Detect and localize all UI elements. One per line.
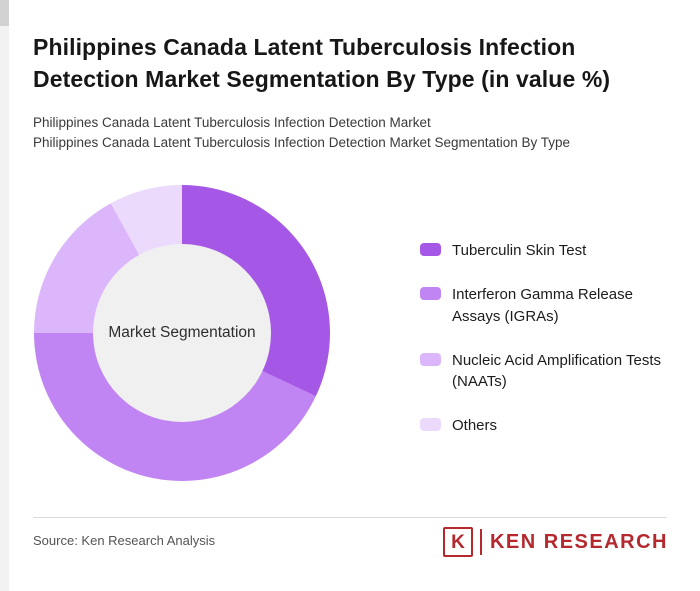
subtitle-block: Philippines Canada Latent Tuberculosis I… <box>33 113 570 154</box>
logo-divider-bar <box>479 529 482 555</box>
page-title: Philippines Canada Latent Tuberculosis I… <box>33 34 611 92</box>
left-edge-strip-cap <box>0 0 9 26</box>
footer-divider <box>33 517 667 518</box>
donut-chart: Market Segmentation <box>34 185 330 481</box>
legend-swatch <box>420 287 441 301</box>
legend-item: Tuberculin Skin Test <box>420 240 680 261</box>
donut-center-label: Market Segmentation <box>108 324 256 341</box>
left-edge-strip <box>0 0 9 591</box>
legend-swatch <box>420 352 441 366</box>
logo-k-box: K <box>442 527 473 557</box>
subtitle-line-1: Philippines Canada Latent Tuberculosis I… <box>33 115 431 130</box>
source-text: Source: Ken Research Analysis <box>33 533 216 548</box>
subtitle-line-2: Philippines Canada Latent Tuberculosis I… <box>33 135 571 151</box>
logo-wordmark: KEN RESEARCH <box>489 530 668 553</box>
legend-label: Tuberculin Skin Test <box>452 242 587 259</box>
legend-swatch <box>420 243 441 256</box>
donut-hole: Market Segmentation <box>93 244 271 422</box>
logo-k-letter: K <box>451 531 465 553</box>
chart-legend: Tuberculin Skin Test Interferon Gamma Re… <box>420 240 680 437</box>
legend-label: Others <box>452 417 498 435</box>
legend-item: Others <box>420 415 680 436</box>
legend-item: Nucleic Acid Amplification Tests (NAATs) <box>420 350 680 393</box>
donut-chart-area: Market Segmentation <box>34 185 330 481</box>
ken-research-logo: K KEN RESEARCH <box>442 527 668 557</box>
legend-item: Interferon Gamma Release Assays (IGRAs) <box>420 284 680 327</box>
legend-swatch <box>420 418 441 432</box>
legend-label: Nucleic Acid Amplification Tests (NAATs) <box>452 351 661 391</box>
legend-label: Interferon Gamma Release Assays (IGRAs) <box>452 286 633 325</box>
